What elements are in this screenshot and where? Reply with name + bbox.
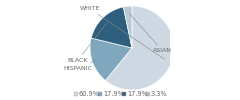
- Text: WHITE: WHITE: [80, 6, 164, 59]
- Bar: [146, 92, 150, 96]
- Text: BLACK: BLACK: [68, 24, 106, 62]
- Wedge shape: [90, 38, 132, 80]
- Text: HISPANIC: HISPANIC: [64, 60, 97, 70]
- Bar: [98, 92, 102, 96]
- Text: 60.9%: 60.9%: [79, 91, 100, 97]
- Text: 3.3%: 3.3%: [151, 91, 168, 97]
- Wedge shape: [123, 6, 132, 48]
- Bar: [122, 92, 126, 96]
- Wedge shape: [105, 6, 174, 90]
- Text: ASIAN: ASIAN: [129, 14, 172, 52]
- Text: 17.9%: 17.9%: [103, 91, 124, 97]
- Wedge shape: [91, 7, 132, 48]
- Bar: [74, 92, 78, 96]
- Text: 17.9%: 17.9%: [127, 91, 148, 97]
